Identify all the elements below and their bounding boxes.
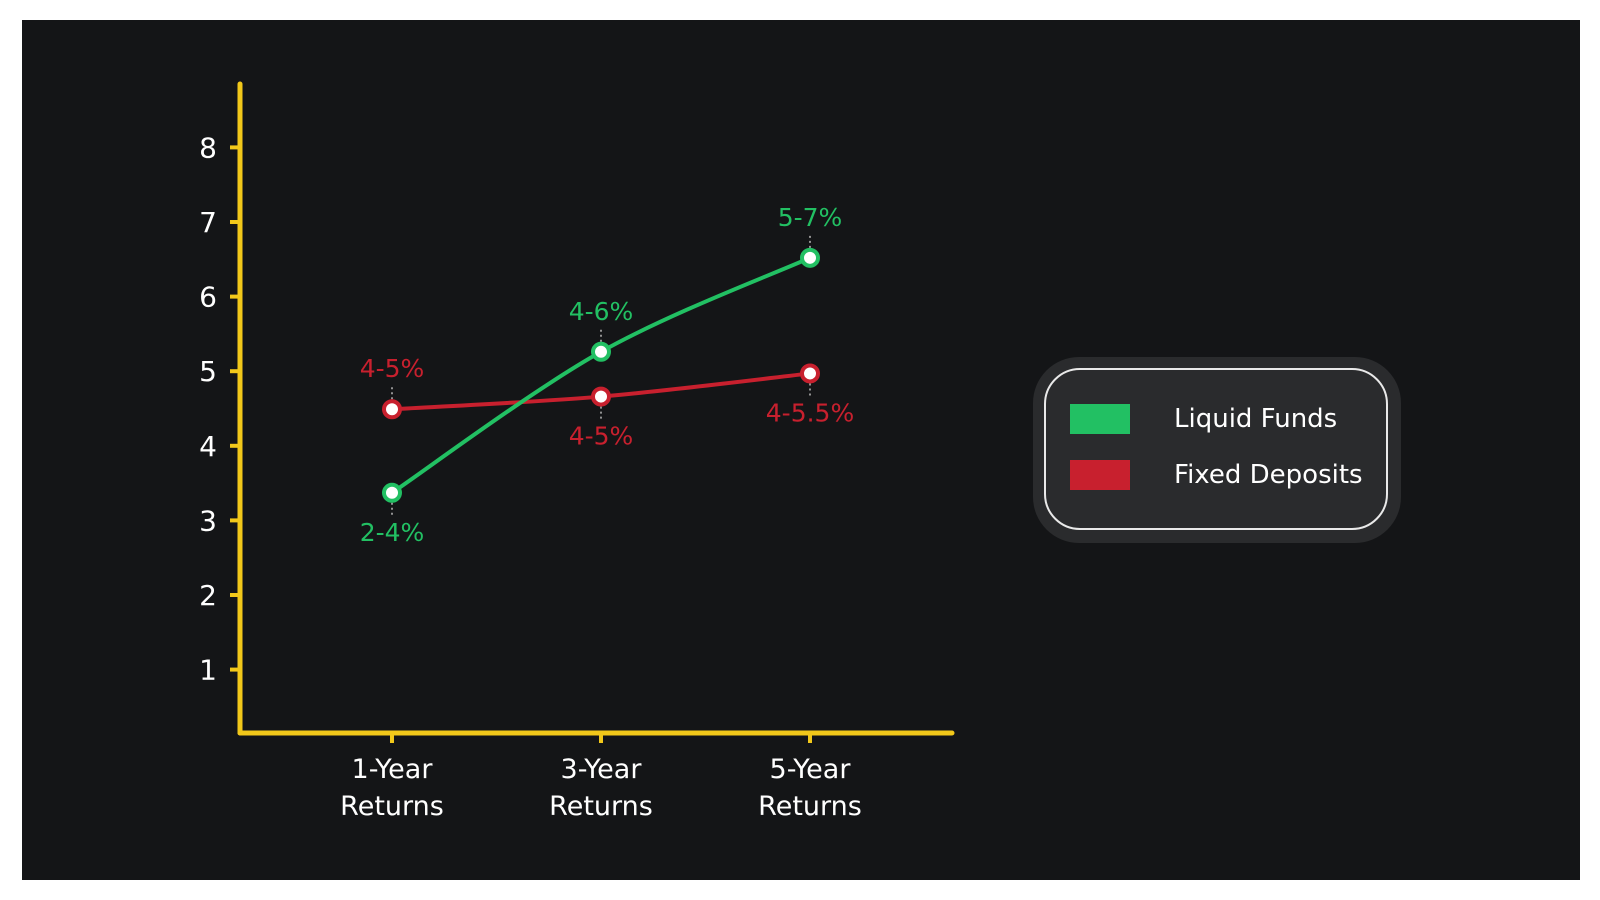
data-label-fixed-deposits-1: 4-5% — [360, 354, 425, 383]
legend-label-liquid-funds: Liquid Funds — [1174, 404, 1338, 434]
chart-legend: Liquid Funds Fixed Deposits — [1044, 368, 1388, 530]
y-tick-label-4: 4 — [199, 430, 217, 463]
point-liquid-funds-1 — [382, 482, 402, 503]
y-tick-label-6: 6 — [199, 281, 217, 314]
data-label-fixed-deposits-2: 4-5% — [569, 422, 634, 451]
legend-label-fixed-deposits: Fixed Deposits — [1174, 460, 1363, 490]
data-label-liquid-funds-2: 4-6% — [569, 297, 634, 326]
chart-series: 2-4% 4-6% 5-7% 4-5% 4-5% 4-5.5% — [360, 203, 855, 547]
series-line-liquid-funds — [390, 255, 812, 495]
x-tick-label-3: 5-Year Returns — [758, 754, 862, 822]
legend-swatch-fixed-deposits — [1070, 460, 1130, 490]
point-fixed-deposits-3 — [800, 363, 820, 384]
point-liquid-funds-3 — [800, 247, 820, 268]
legend-item-fixed-deposits: Fixed Deposits — [1070, 460, 1363, 490]
y-tick-label-2: 2 — [199, 579, 217, 612]
chart-axes: 1 2 3 4 5 6 7 8 1-Year Returns 3-Year Returns 5-Year… — [199, 81, 955, 822]
y-tick-label-7: 7 — [199, 206, 217, 239]
legend-item-liquid-funds: Liquid Funds — [1070, 404, 1337, 434]
data-label-fixed-deposits-3: 4-5.5% — [766, 398, 854, 427]
point-liquid-funds-2 — [591, 341, 611, 362]
y-tick-label-1: 1 — [199, 654, 217, 687]
y-tick-label-8: 8 — [199, 131, 217, 164]
y-tick-label-3: 3 — [199, 504, 217, 537]
point-fixed-deposits-1 — [382, 399, 402, 420]
point-fixed-deposits-2 — [591, 386, 611, 407]
x-tick-label-2: 3-Year Returns — [549, 754, 653, 822]
data-label-liquid-funds-1: 2-4% — [360, 518, 425, 547]
x-tick-label-1: 1-Year Returns — [340, 754, 444, 822]
y-tick-label-5: 5 — [199, 355, 217, 388]
data-label-liquid-funds-3: 5-7% — [778, 203, 843, 232]
legend-swatch-liquid-funds — [1070, 404, 1130, 434]
